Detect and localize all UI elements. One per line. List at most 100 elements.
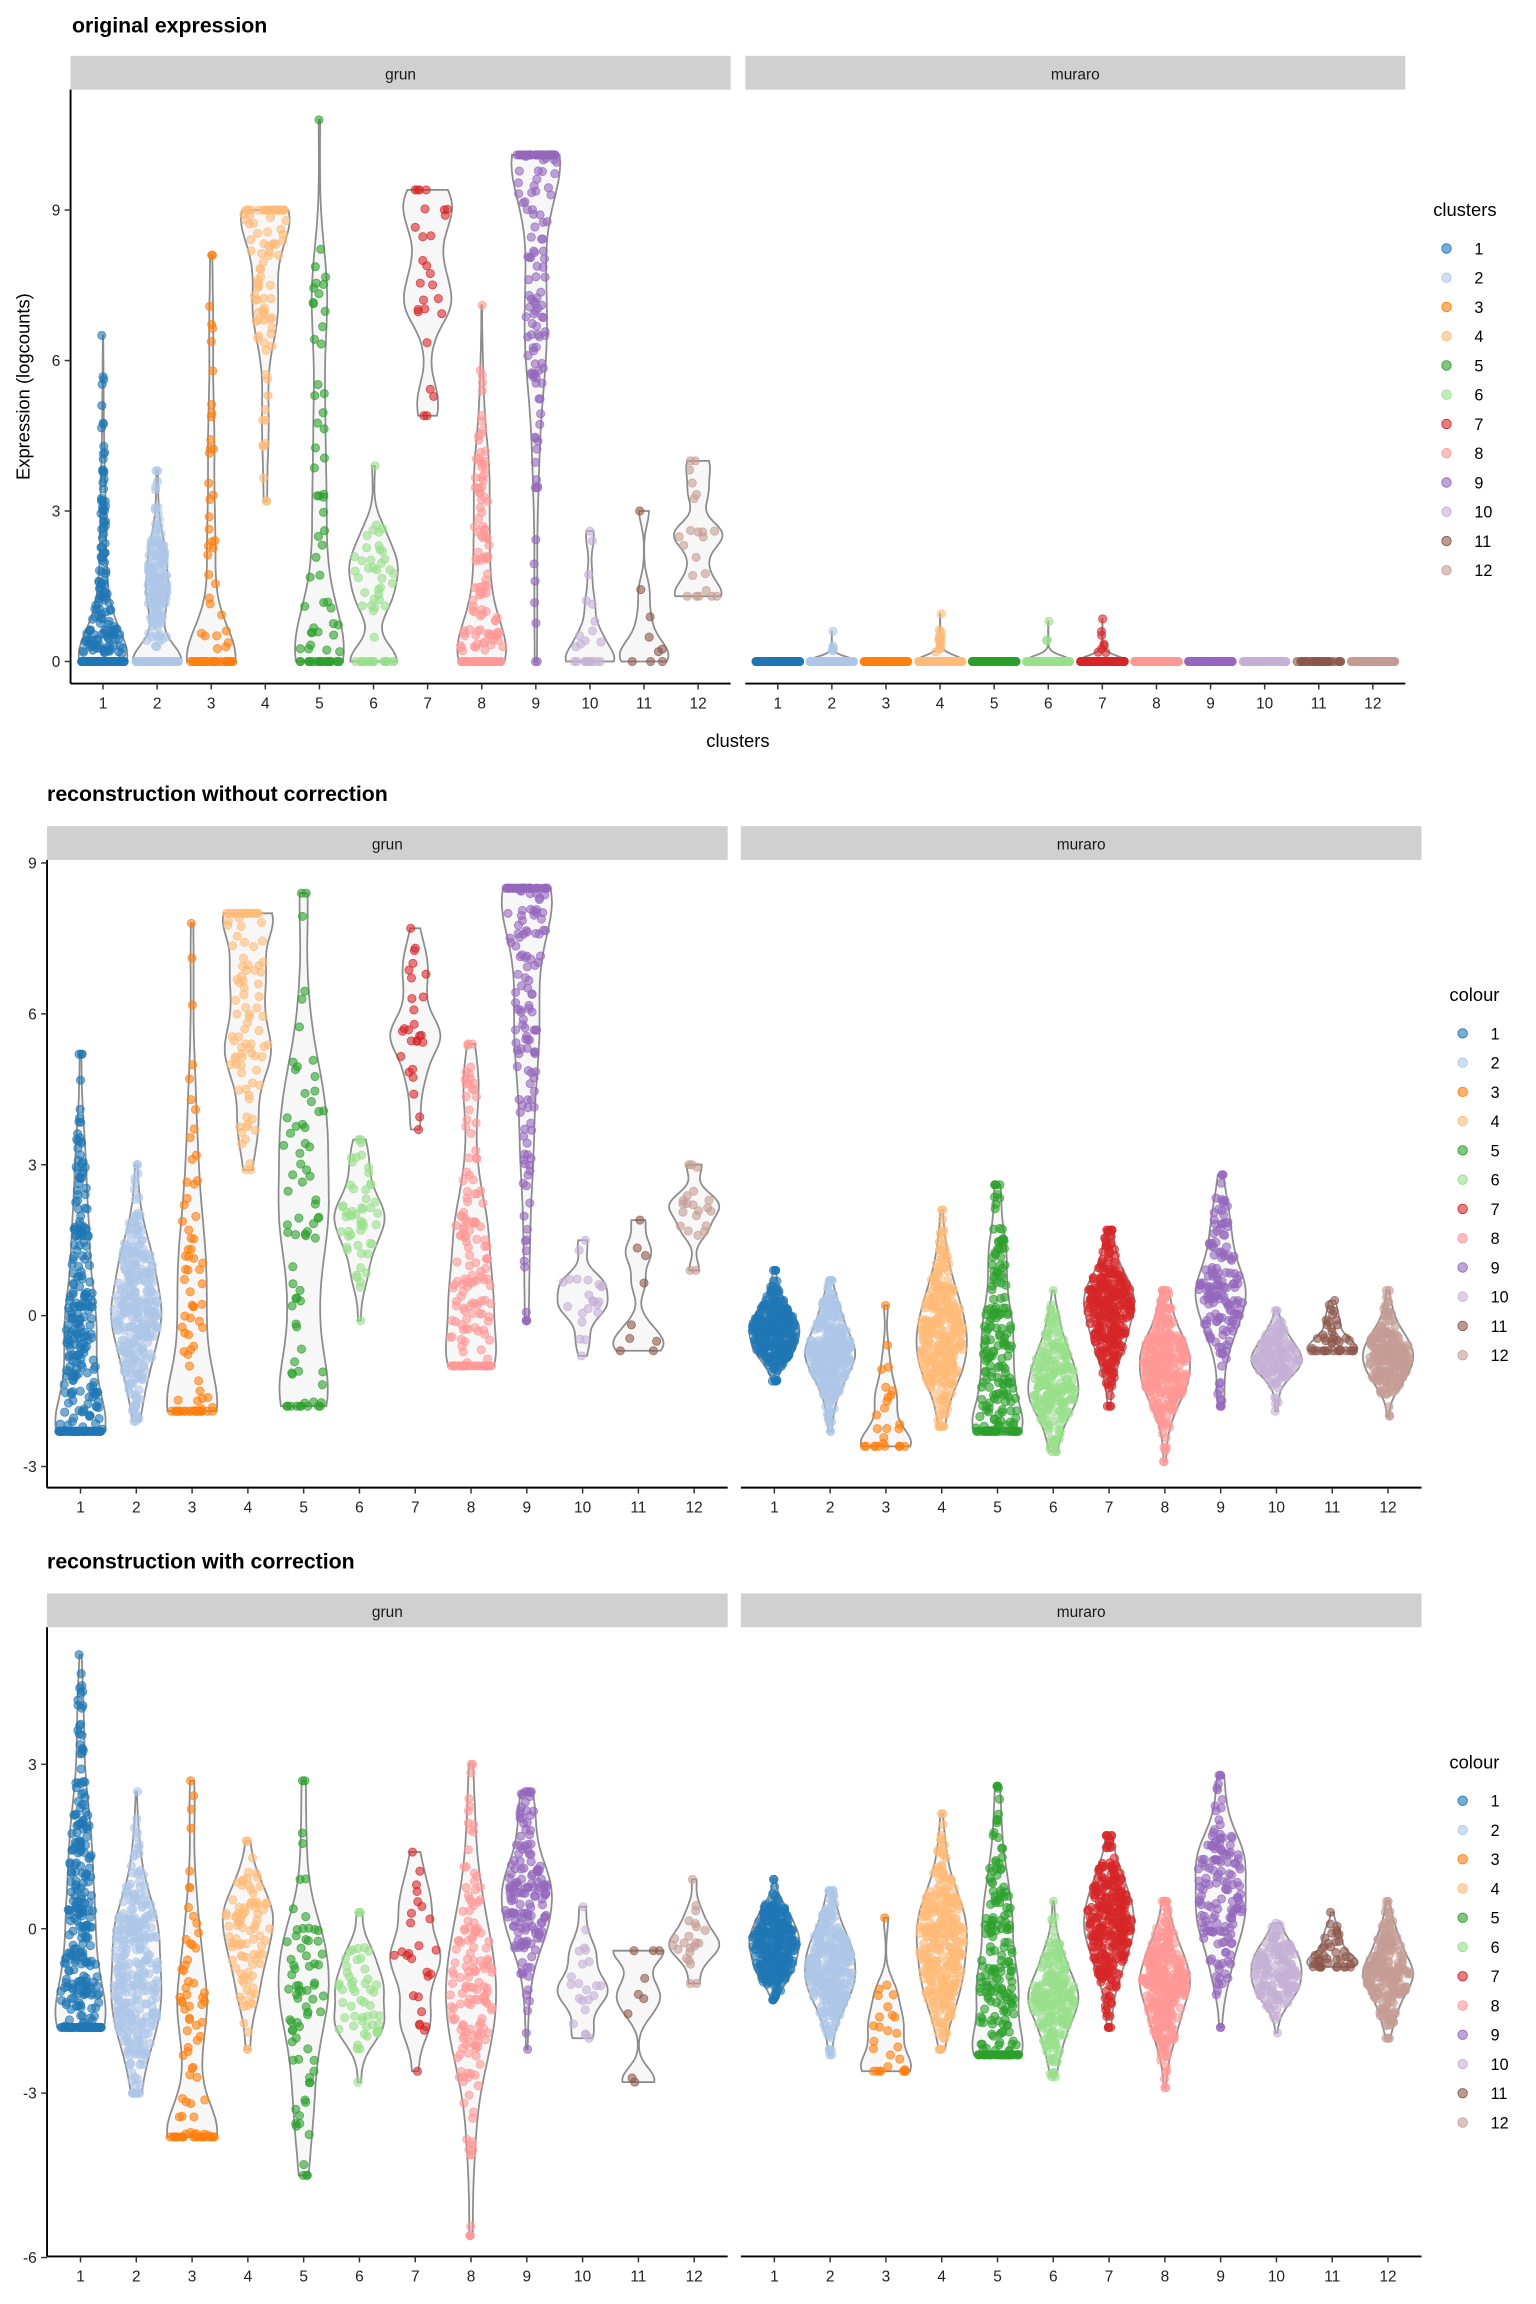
cluster-2 xyxy=(109,1160,163,1426)
data-point xyxy=(425,269,435,279)
data-point xyxy=(127,1313,138,1323)
data-point xyxy=(477,386,487,396)
data-point xyxy=(421,185,431,195)
cluster-10 xyxy=(1238,656,1291,667)
data-point xyxy=(191,1406,201,1416)
x-tick-label: 9 xyxy=(1206,696,1215,713)
points xyxy=(131,466,183,667)
data-point xyxy=(514,189,524,199)
legend-swatch xyxy=(1441,272,1452,283)
data-point xyxy=(840,656,850,667)
data-point xyxy=(646,656,656,667)
data-point xyxy=(145,1306,155,1316)
data-point xyxy=(97,401,107,411)
data-point xyxy=(898,656,908,667)
legend-label: 7 xyxy=(1474,416,1483,434)
data-point xyxy=(62,1338,72,1348)
points xyxy=(1238,656,1291,667)
data-point xyxy=(418,295,429,305)
data-point xyxy=(353,1240,363,1250)
x-tick-label: 3 xyxy=(882,696,891,713)
data-point xyxy=(338,1202,348,1212)
data-point xyxy=(498,642,508,652)
data-point xyxy=(246,235,256,245)
y-tick-label: 0 xyxy=(52,654,61,671)
data-point xyxy=(483,1316,493,1326)
data-point xyxy=(828,643,838,653)
legend-swatch xyxy=(1441,360,1452,371)
data-point xyxy=(145,1349,156,1359)
data-point xyxy=(687,478,697,488)
data-point xyxy=(529,559,539,569)
legend-title: clusters xyxy=(1433,199,1496,220)
data-point xyxy=(305,572,315,582)
data-point xyxy=(531,618,541,628)
data-point xyxy=(302,1165,312,1175)
legend-label: 8 xyxy=(1474,445,1483,463)
data-point xyxy=(194,656,204,667)
data-point xyxy=(1002,656,1012,667)
data-point xyxy=(152,606,162,616)
data-point xyxy=(151,526,161,536)
data-point xyxy=(462,656,472,667)
cluster-8 xyxy=(444,1039,498,1371)
data-point xyxy=(266,294,276,304)
data-point xyxy=(294,1213,304,1223)
data-point xyxy=(1258,656,1268,667)
data-point xyxy=(125,1224,135,1234)
data-point xyxy=(315,1401,325,1411)
data-point xyxy=(300,1088,310,1098)
data-point xyxy=(240,937,250,947)
data-point xyxy=(439,205,449,215)
data-point xyxy=(173,656,183,667)
data-point xyxy=(927,656,937,667)
data-point xyxy=(1049,656,1059,667)
y-tick-label: 3 xyxy=(52,504,61,521)
data-point xyxy=(356,1316,366,1326)
legend-label: 3 xyxy=(1474,299,1483,317)
data-point xyxy=(187,1000,197,1010)
data-point xyxy=(310,391,320,401)
data-point xyxy=(354,1134,364,1145)
data-point xyxy=(469,607,479,617)
data-point xyxy=(249,218,259,228)
data-point xyxy=(185,1133,195,1143)
data-point xyxy=(190,1104,201,1115)
y-tick-label: 6 xyxy=(52,353,61,370)
data-point xyxy=(531,272,541,282)
data-point xyxy=(379,656,389,667)
data-point xyxy=(179,1200,189,1210)
points xyxy=(186,250,238,667)
data-point xyxy=(530,457,540,467)
data-point xyxy=(531,475,541,485)
data-point xyxy=(1365,656,1375,667)
data-point xyxy=(93,635,103,645)
data-point xyxy=(204,512,214,522)
data-point xyxy=(422,411,432,421)
data-point xyxy=(528,209,539,219)
data-point xyxy=(69,1224,79,1234)
data-point xyxy=(474,483,484,493)
data-point xyxy=(316,244,326,254)
data-point xyxy=(227,908,237,918)
data-point xyxy=(514,166,524,176)
data-point xyxy=(314,491,324,501)
data-point xyxy=(104,616,114,626)
data-point xyxy=(138,656,148,667)
cluster-11 xyxy=(618,506,670,667)
legend-swatch xyxy=(1441,448,1452,459)
data-point xyxy=(936,609,946,619)
data-point xyxy=(291,1293,301,1303)
cluster-11 xyxy=(1292,656,1346,667)
data-point xyxy=(147,1260,157,1270)
points xyxy=(805,626,859,667)
data-point xyxy=(210,579,221,589)
data-point xyxy=(134,1192,144,1202)
x-tick-label: 8 xyxy=(477,696,486,713)
data-point xyxy=(297,911,308,921)
data-point xyxy=(310,1233,320,1243)
data-point xyxy=(428,280,438,290)
data-point xyxy=(310,443,321,453)
data-point xyxy=(294,1022,304,1032)
